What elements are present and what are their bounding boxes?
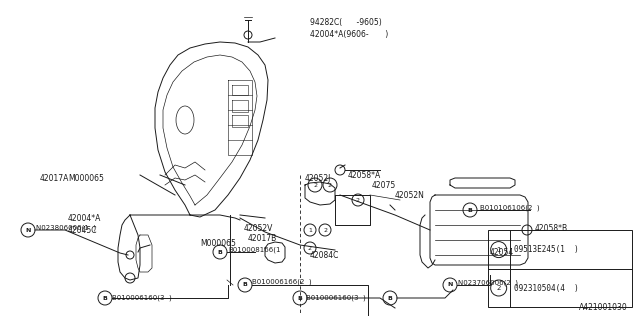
Text: 2: 2 bbox=[328, 182, 332, 188]
Text: A421001030: A421001030 bbox=[579, 303, 628, 312]
Text: 42052N: 42052N bbox=[395, 190, 425, 199]
Text: M000065: M000065 bbox=[200, 238, 236, 247]
Text: 092310504(4  ): 092310504(4 ) bbox=[514, 284, 579, 292]
Text: N: N bbox=[447, 283, 452, 287]
Text: 42004*A(9606-       ): 42004*A(9606- ) bbox=[310, 29, 388, 38]
Text: 42052V: 42052V bbox=[244, 223, 273, 233]
Text: B: B bbox=[388, 295, 392, 300]
Text: B: B bbox=[468, 207, 472, 212]
Text: B: B bbox=[298, 295, 303, 300]
Text: 2: 2 bbox=[308, 245, 312, 251]
Text: 1: 1 bbox=[497, 247, 501, 252]
Text: B: B bbox=[243, 283, 248, 287]
Text: 2: 2 bbox=[356, 197, 360, 203]
Text: 2: 2 bbox=[497, 285, 501, 291]
Text: 42045C: 42045C bbox=[68, 226, 97, 235]
Text: 42058*B: 42058*B bbox=[535, 223, 568, 233]
Text: 2: 2 bbox=[313, 182, 317, 188]
Text: 42052J: 42052J bbox=[305, 173, 332, 182]
Text: 42058*A: 42058*A bbox=[348, 171, 381, 180]
Text: B: B bbox=[102, 295, 108, 300]
Text: B010106106(2  ): B010106106(2 ) bbox=[480, 205, 540, 211]
Text: B010006160(3  ): B010006160(3 ) bbox=[112, 295, 172, 301]
Text: B010006166(2  ): B010006166(2 ) bbox=[252, 279, 312, 285]
Text: 42004*A: 42004*A bbox=[68, 213, 101, 222]
Bar bbox=[488, 230, 632, 307]
Text: 42054: 42054 bbox=[490, 247, 515, 257]
Text: N: N bbox=[26, 228, 31, 233]
Text: B010008166(1: B010008166(1 bbox=[228, 247, 280, 253]
Text: 42017A: 42017A bbox=[40, 173, 69, 182]
Text: 94282C(      -9605): 94282C( -9605) bbox=[310, 18, 381, 27]
Text: N023706006(2  ): N023706006(2 ) bbox=[458, 280, 518, 286]
Text: B010006160(3  ): B010006160(3 ) bbox=[306, 295, 365, 301]
Text: 1: 1 bbox=[308, 228, 312, 233]
Text: 09513E245(1  ): 09513E245(1 ) bbox=[514, 245, 579, 254]
Text: N023806000(1  ): N023806000(1 ) bbox=[36, 225, 96, 231]
Text: 42017B: 42017B bbox=[248, 234, 277, 243]
Text: 42075: 42075 bbox=[372, 180, 396, 189]
Text: 42084C: 42084C bbox=[310, 251, 339, 260]
Text: M000065: M000065 bbox=[68, 173, 104, 182]
Text: 2: 2 bbox=[323, 228, 327, 233]
Text: B: B bbox=[218, 250, 223, 254]
